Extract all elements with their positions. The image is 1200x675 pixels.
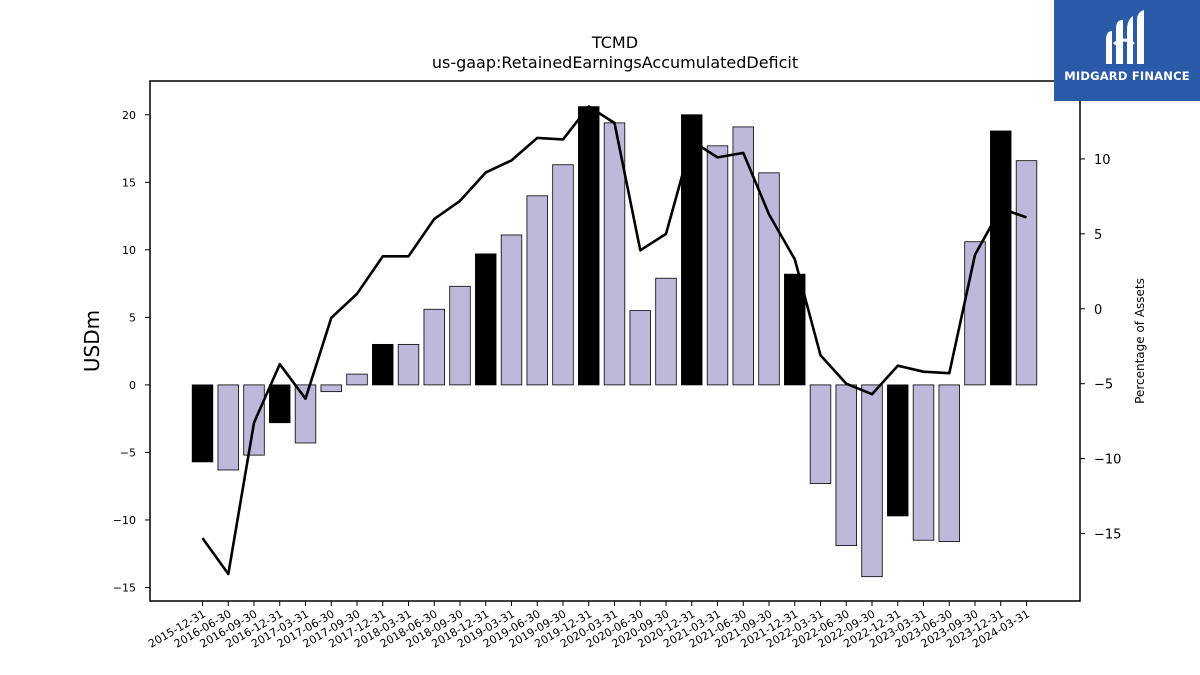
bar-2020-09-30 xyxy=(655,277,677,386)
y2-tick-label: −15 xyxy=(1094,528,1121,543)
y2-tick-label: 0 xyxy=(1094,303,1102,318)
bar-2022-12-31 xyxy=(887,384,909,517)
mf-logo-icon xyxy=(1106,10,1144,64)
y-axis-left: −15 −10 −5 0 5 10 15 20 xyxy=(113,109,150,594)
bar-2019-12-31 xyxy=(578,106,600,386)
bar-2019-06-30 xyxy=(526,195,548,386)
bar-2018-03-31 xyxy=(397,343,420,386)
y2-tick-label: −5 xyxy=(1094,378,1113,393)
bar-2024-03-31 xyxy=(1015,160,1038,386)
y-tick-label: 10 xyxy=(122,244,136,257)
bars-group xyxy=(191,106,1038,578)
bar-2020-12-31 xyxy=(681,114,703,386)
bar-2017-06-30 xyxy=(320,384,342,393)
bar-2021-12-31 xyxy=(784,273,806,386)
line-group xyxy=(201,105,1027,576)
y-tick-label: −10 xyxy=(113,514,136,527)
bar-2020-06-30 xyxy=(629,310,651,386)
bar-2018-09-30 xyxy=(449,285,471,386)
y-axis-right: −15 −10 −5 0 5 10 xyxy=(1080,153,1121,543)
logo-text: MIDGARD FINANCE xyxy=(1064,69,1190,83)
y-tick-label: 0 xyxy=(129,379,136,392)
bar-2023-06-30 xyxy=(938,384,960,542)
bar-2022-03-31 xyxy=(809,384,832,484)
bar-2017-12-31 xyxy=(372,343,394,386)
bar-2023-12-31 xyxy=(990,130,1012,386)
line-series xyxy=(201,105,1027,576)
bar-2022-09-30 xyxy=(861,384,883,578)
y-tick-label: −5 xyxy=(120,446,136,459)
bar-2018-12-31 xyxy=(475,253,497,386)
y-tick-label: 15 xyxy=(122,176,136,189)
y2-tick-label: −10 xyxy=(1094,453,1121,468)
bar-2017-03-31 xyxy=(294,384,317,444)
bar-2015-12-31 xyxy=(191,384,214,463)
bar-2016-12-31 xyxy=(269,384,291,424)
chart-title: TCMD xyxy=(591,33,638,52)
bar-2017-09-30 xyxy=(346,373,368,386)
chart-subtitle: us-gaap:RetainedEarningsAccumulatedDefic… xyxy=(432,53,798,72)
y-tick-label: −15 xyxy=(113,581,136,594)
bar-2019-09-30 xyxy=(552,164,574,386)
bar-2016-06-30 xyxy=(217,384,239,471)
y-tick-label: 20 xyxy=(122,109,136,122)
bar-2019-03-31 xyxy=(500,234,523,386)
bar-2023-03-31 xyxy=(912,384,935,541)
bar-2018-06-30 xyxy=(423,308,445,386)
midgard-finance-logo: MIDGARD FINANCE xyxy=(1054,0,1200,101)
y-axis-label: USDm xyxy=(80,310,104,372)
bar-2021-03-31 xyxy=(706,145,729,386)
y-tick-label: 5 xyxy=(129,311,136,324)
bar-2021-06-30 xyxy=(732,126,754,386)
x-axis: 2015-12-312016-06-302016-09-302016-12-31… xyxy=(146,601,1032,651)
y2-tick-label: 10 xyxy=(1094,153,1111,168)
bar-2021-09-30 xyxy=(758,172,780,386)
bar-2023-09-30 xyxy=(964,241,986,386)
y2-tick-label: 5 xyxy=(1094,228,1102,243)
y2-axis-label: Percentage of Assets xyxy=(1133,278,1147,404)
bar-2022-06-30 xyxy=(835,384,857,547)
